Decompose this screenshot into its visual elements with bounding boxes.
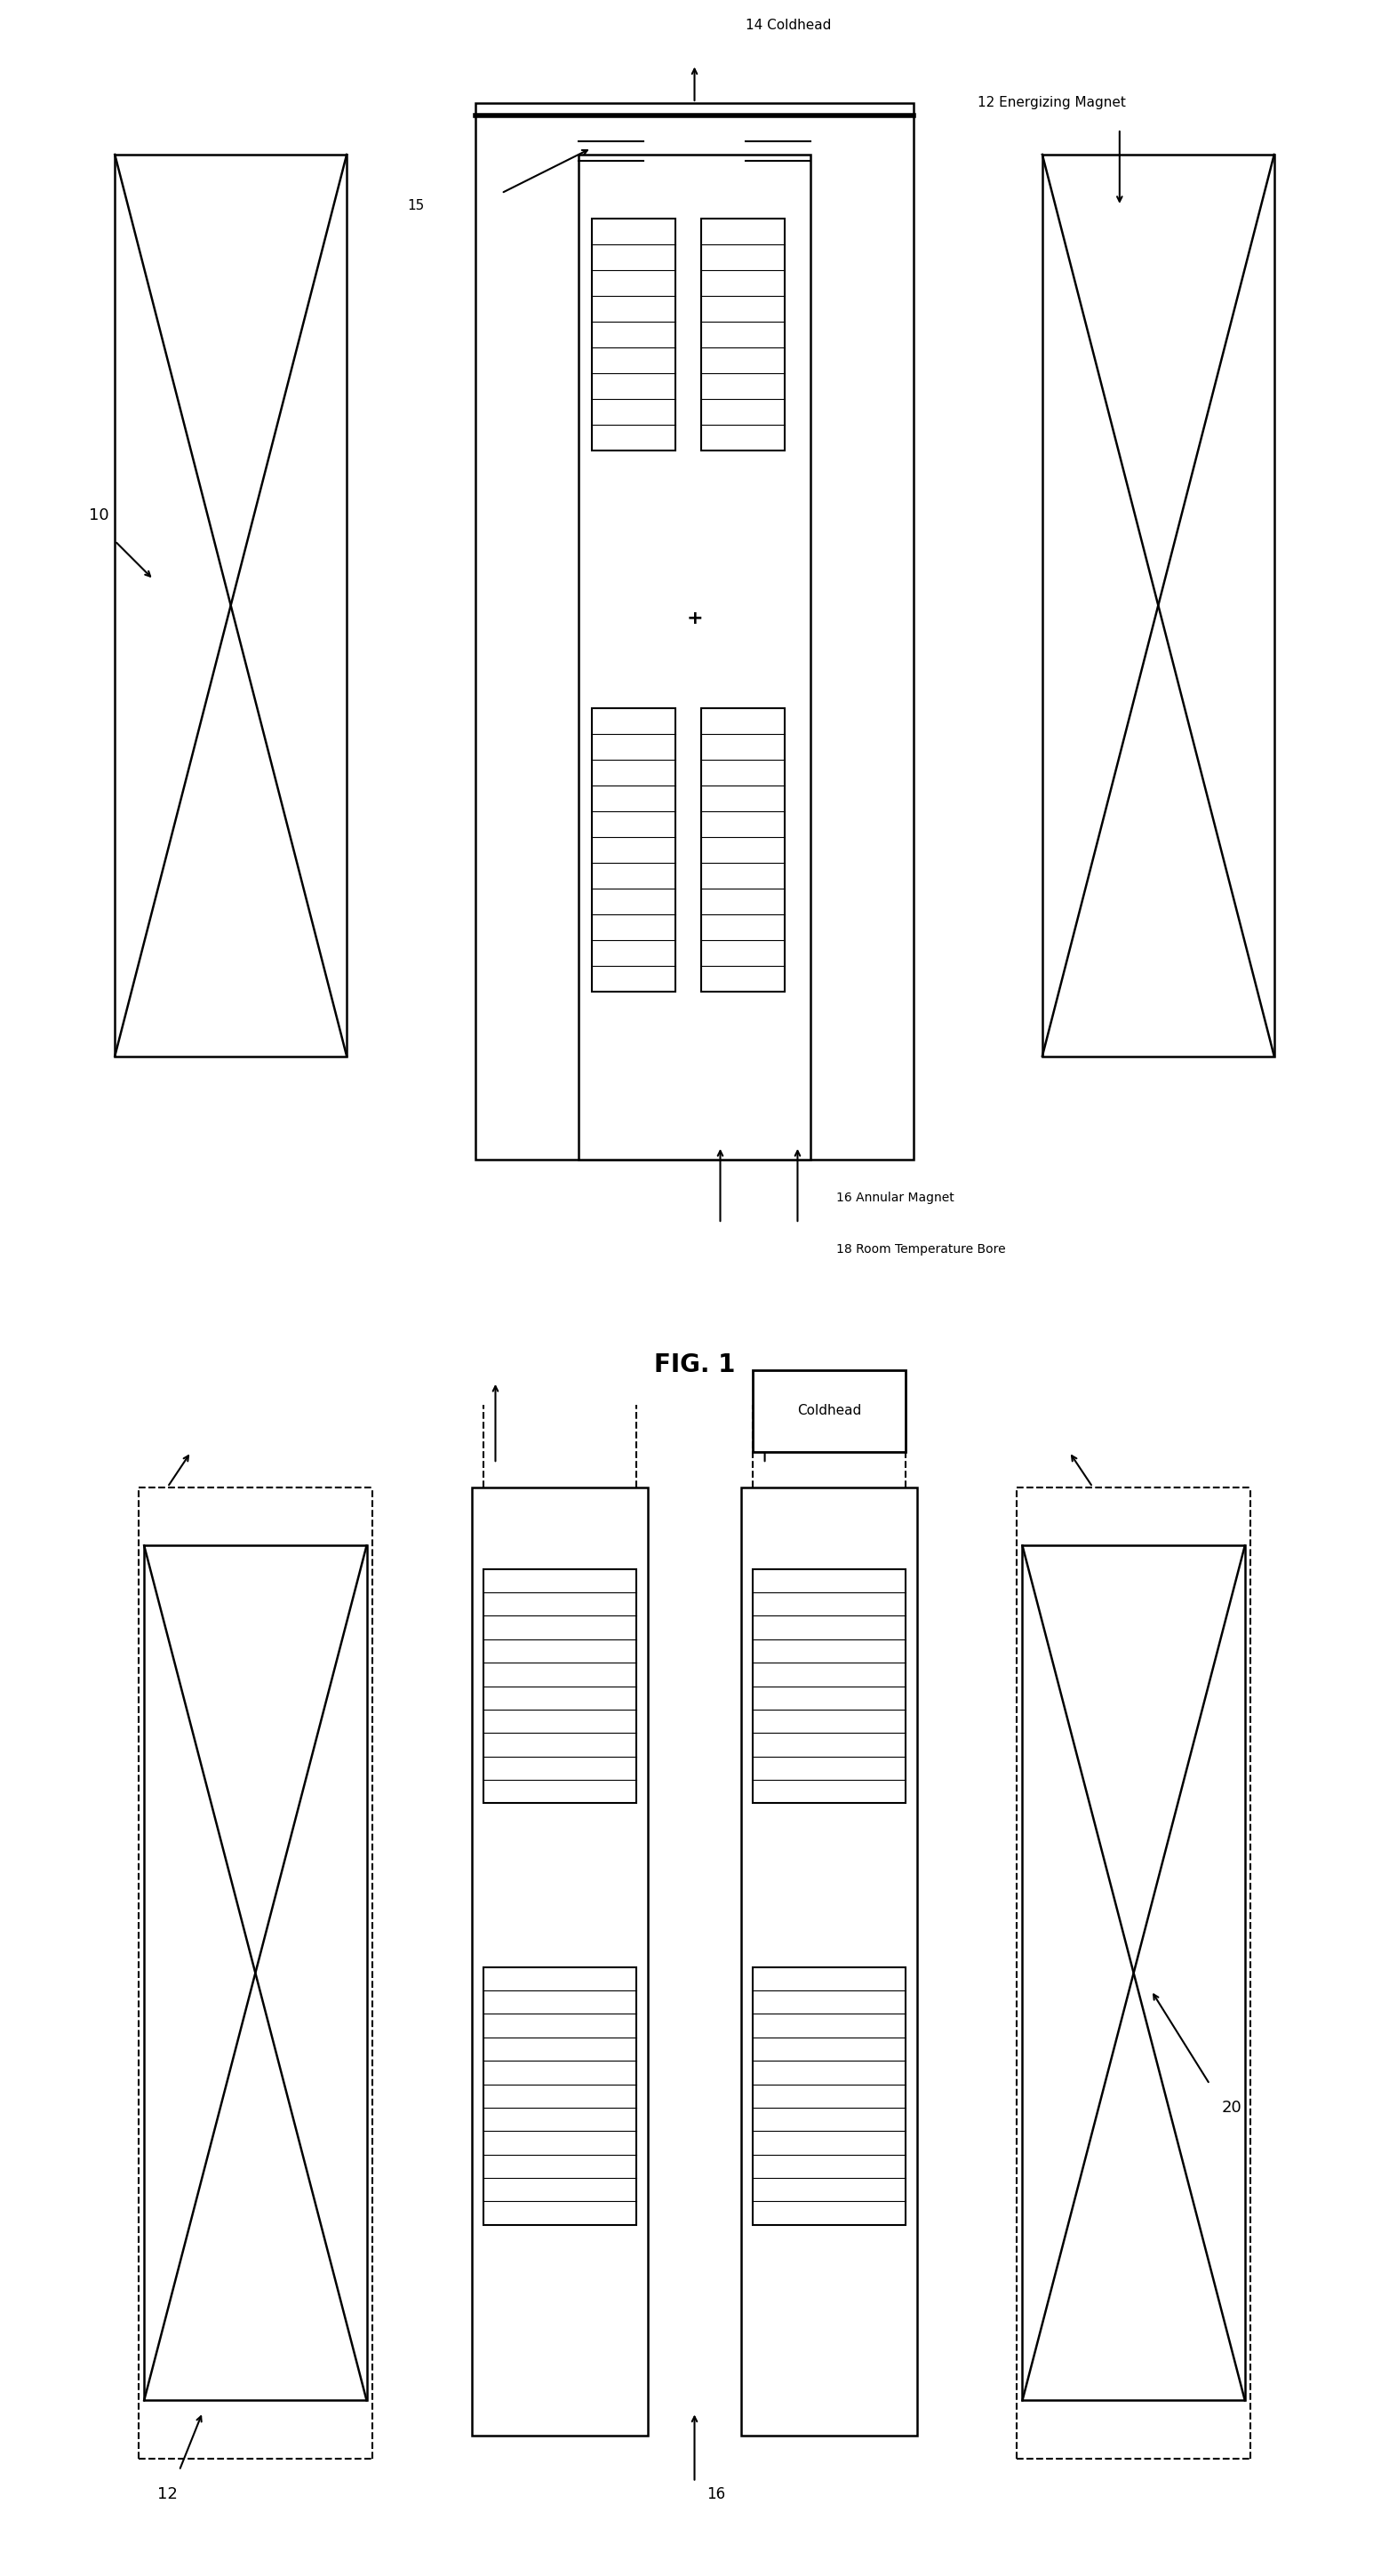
Bar: [753, 1370, 906, 1453]
Bar: [1042, 155, 1274, 1056]
Bar: [115, 155, 347, 1056]
Text: +: +: [686, 611, 703, 626]
Text: 14 Coldhead: 14 Coldhead: [746, 18, 832, 33]
Text: 12: 12: [157, 2486, 178, 2501]
Bar: [483, 1569, 636, 1803]
Text: Coldhead: Coldhead: [797, 1404, 861, 1417]
Bar: [475, 103, 914, 1159]
Bar: [1022, 1546, 1245, 2401]
Bar: [592, 219, 675, 451]
Bar: [592, 708, 675, 992]
Bar: [579, 155, 810, 1159]
Text: 16 Annular Magnet: 16 Annular Magnet: [836, 1193, 954, 1203]
Text: 18 Room Temperature Bore: 18 Room Temperature Bore: [836, 1244, 1006, 1255]
Text: 10: 10: [89, 507, 110, 523]
Bar: [144, 1546, 367, 2401]
Bar: [753, 1968, 906, 2226]
Bar: [742, 1486, 917, 2434]
Bar: [472, 1486, 647, 2434]
Text: 16: 16: [706, 2486, 725, 2501]
Bar: [701, 219, 785, 451]
Bar: [701, 708, 785, 992]
Text: FIG. 1: FIG. 1: [654, 1352, 735, 1378]
Text: 20: 20: [1221, 2099, 1242, 2115]
Text: 12 Energizing Magnet: 12 Energizing Magnet: [978, 95, 1126, 111]
Bar: [483, 1968, 636, 2226]
Bar: [753, 1569, 906, 1803]
Text: 15: 15: [407, 198, 424, 214]
